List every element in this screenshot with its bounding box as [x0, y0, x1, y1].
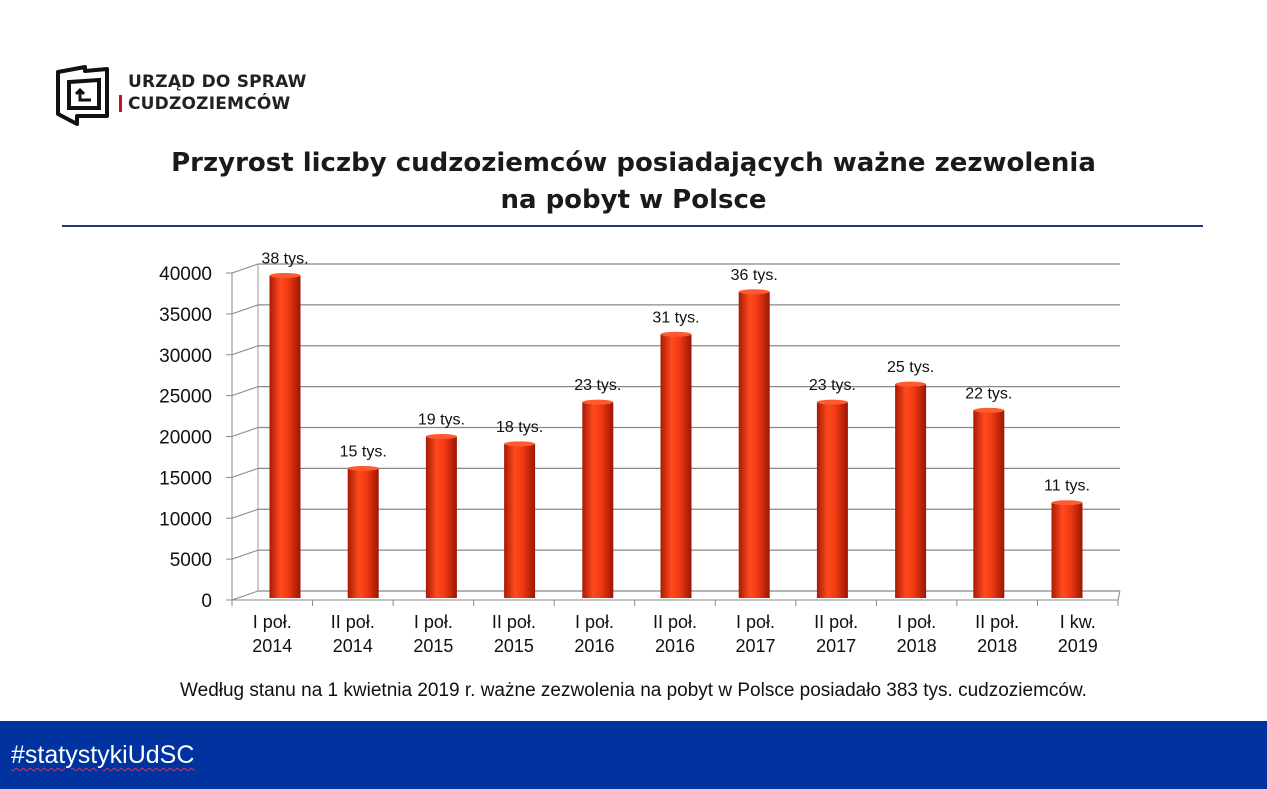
bar-top: [425, 433, 457, 439]
gridline-diagonal: [231, 427, 259, 437]
x-tick-label: 2018: [897, 636, 937, 656]
data-label: 23 tys.: [574, 377, 621, 394]
data-label: 19 tys.: [418, 411, 465, 428]
y-tick-label: 30000: [159, 346, 212, 367]
bar: [816, 402, 848, 598]
logo-line2: CUDZOZIEMCÓW: [128, 94, 291, 114]
x-tick-label: I poł.: [414, 612, 453, 632]
title-divider: [62, 225, 1203, 227]
gridline-diagonal: [231, 345, 259, 356]
logo-text: URZĄD DO SPRAW CUDZOZIEMCÓW: [128, 71, 307, 115]
footnote: Według stanu na 1 kwietnia 2019 r. ważne…: [180, 680, 1087, 701]
y-tick-label: 10000: [159, 509, 212, 530]
floor-edge: [1117, 590, 1121, 601]
x-tick-label: 2019: [1058, 636, 1098, 656]
x-tick-label: 2018: [977, 636, 1017, 656]
logo-icon: [55, 64, 117, 131]
x-tick-label: II poł.: [492, 612, 536, 632]
data-label: 22 tys.: [965, 385, 1012, 402]
bar: [269, 275, 301, 598]
x-tick-label: II poł.: [975, 612, 1019, 632]
bar: [660, 334, 692, 598]
gridline-diagonal: [231, 590, 259, 601]
data-label: 38 tys.: [261, 250, 308, 267]
y-tick-label: 15000: [159, 468, 212, 489]
bar: [582, 402, 614, 598]
bar-top: [582, 399, 614, 405]
x-tick-label: 2017: [816, 636, 856, 656]
x-tick-label: 2015: [494, 636, 534, 656]
gridline-diagonal: [231, 386, 259, 397]
bar: [1051, 502, 1083, 598]
bar-top: [347, 465, 379, 471]
y-tick-label: 5000: [170, 550, 212, 571]
x-tick-label: I poł.: [575, 612, 614, 632]
bar-top: [895, 381, 927, 387]
data-label: 23 tys.: [809, 377, 856, 394]
logo-line1: URZĄD DO SPRAW: [128, 72, 307, 92]
x-tick-label: II poł.: [814, 612, 858, 632]
x-tick-label: I poł.: [736, 612, 775, 632]
x-tick-label: II poł.: [331, 612, 375, 632]
bar-top: [504, 441, 536, 447]
bar: [504, 443, 536, 598]
gridline-diagonal: [231, 263, 259, 274]
gridline-diagonal: [231, 304, 259, 315]
x-tick-label: 2015: [413, 636, 453, 656]
y-tick-label: 35000: [159, 305, 212, 326]
y-tick-label: 40000: [159, 264, 212, 285]
bar: [347, 468, 379, 598]
x-tick-label: I kw.: [1060, 612, 1096, 632]
bar-top: [660, 331, 692, 337]
x-tick-label: 2016: [655, 636, 695, 656]
bar-top: [738, 289, 770, 295]
page-title: Przyrost liczby cudzoziemców posiadający…: [0, 145, 1267, 219]
gridline-diagonal: [231, 467, 259, 478]
y-tick-label: 0: [201, 591, 212, 612]
data-label: 11 tys.: [1044, 478, 1090, 495]
gridline-diagonal: [231, 549, 259, 560]
data-label: 15 tys.: [340, 443, 387, 460]
y-tick-label: 25000: [159, 387, 212, 408]
bar: [895, 384, 927, 598]
bar: [973, 410, 1005, 598]
data-label: 25 tys.: [887, 359, 934, 376]
x-tick-label: 2014: [252, 636, 292, 656]
y-tick-label: 20000: [159, 428, 212, 449]
x-tick-label: I poł.: [897, 612, 936, 632]
data-label: 18 tys.: [496, 419, 543, 436]
data-label: 31 tys.: [652, 309, 699, 326]
bar-chart: 0 5000 10000 15000 20000 25000 30000 35000 40000…: [159, 250, 1121, 656]
title-line2: na pobyt w Polsce: [500, 185, 767, 215]
bar-top: [269, 272, 301, 278]
x-tick-label: I poł.: [253, 612, 292, 632]
title-line1: Przyrost liczby cudzoziemców posiadający…: [171, 148, 1096, 178]
x-tick-label: II poł.: [653, 612, 697, 632]
x-tick-label: 2017: [736, 636, 776, 656]
bar: [738, 291, 770, 598]
bar-top: [973, 407, 1005, 413]
bar: [425, 436, 457, 598]
bar-top: [1051, 500, 1083, 506]
x-tick-label: 2016: [574, 636, 614, 656]
logo-accent-bar: [119, 95, 122, 112]
data-label: 36 tys.: [731, 267, 778, 284]
hashtag-link[interactable]: #statystykiUdSC: [11, 741, 195, 769]
footer-bar: #statystykiUdSC: [0, 721, 1267, 789]
bar-top: [816, 399, 848, 405]
gridline-diagonal: [231, 508, 259, 519]
x-tick-label: 2014: [333, 636, 373, 656]
